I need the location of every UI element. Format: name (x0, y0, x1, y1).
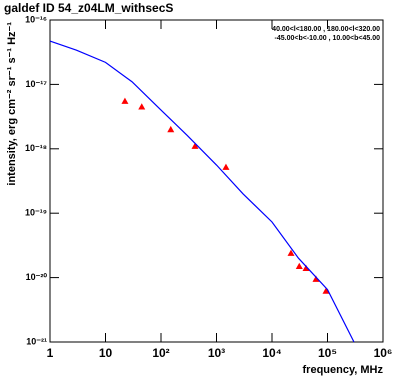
x-tick-label: 10³ (208, 346, 225, 360)
x-tick-label: 10 (99, 346, 113, 360)
data-point (191, 142, 199, 149)
y-tick-label: 10⁻¹⁹ (25, 208, 47, 218)
data-point (302, 264, 310, 271)
x-tick-label: 1 (47, 346, 54, 360)
x-tick-label: 10⁶ (374, 346, 393, 360)
y-axis-label: intensity, erg cm⁻² sr⁻¹ s⁻¹ Hz⁻¹ (6, 22, 18, 186)
chart-title: galdef ID 54_z04LM_withsecS (4, 1, 173, 15)
y-tick-label: 10⁻²⁰ (26, 272, 48, 282)
data-point (287, 249, 295, 256)
data-point (312, 275, 320, 282)
annotation: -45.00<b<-10.00 , 10.00<b<45.00 (275, 35, 381, 42)
y-tick-label: 10⁻¹⁷ (26, 79, 48, 89)
x-tick-label: 10⁵ (318, 346, 337, 360)
data-point (121, 97, 129, 104)
annotation: 40.00<l<180.00 , 180.00<l<320.00 (272, 26, 380, 33)
x-tick-label: 10² (152, 346, 169, 360)
model-line (49, 40, 355, 343)
x-axis-label: frequency, MHz (303, 364, 384, 376)
x-tick-label: 10⁴ (262, 346, 281, 360)
data-point (167, 125, 175, 133)
data-point (322, 287, 330, 294)
y-tick-label: 10⁻²¹ (26, 336, 47, 346)
y-tick-label: 10⁻¹⁸ (25, 143, 47, 153)
data-point (295, 262, 303, 270)
data-point (222, 163, 230, 170)
data-point (138, 103, 146, 110)
y-tick-label: 10⁻¹⁶ (25, 14, 47, 24)
